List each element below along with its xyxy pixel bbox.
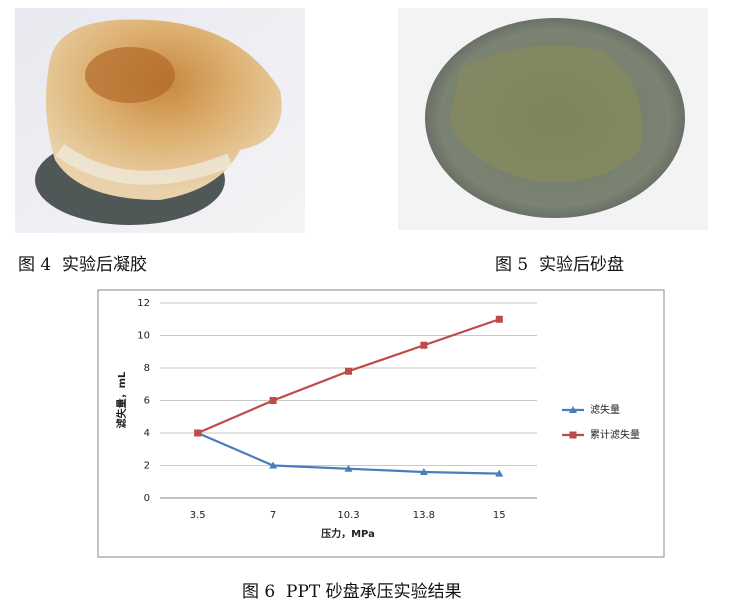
figure-caption: 图 5 实验后砂盘 (495, 255, 625, 275)
marker (419, 468, 428, 475)
marker (194, 429, 202, 437)
y-tick-label: 4 (144, 428, 150, 439)
legend-label: 累计滤失量 (590, 428, 640, 441)
chart-caption: 图 6 PPT 砂盘承压实验结果 (242, 582, 462, 602)
chart-frame (97, 289, 665, 558)
marker (569, 406, 577, 413)
y-tick-label: 2 (144, 461, 150, 472)
marker (269, 397, 277, 404)
y-tick-label: 6 (144, 396, 150, 407)
marker (269, 461, 278, 469)
marker (495, 469, 504, 477)
photo-disc (398, 8, 708, 230)
photos (15, 8, 708, 233)
marker (345, 367, 352, 375)
x-tick-label: 7 (270, 510, 276, 521)
x-axis-label: 压力，MPa (321, 527, 375, 540)
y-tick-label: 10 (137, 331, 150, 342)
y-tick-label: 0 (144, 493, 150, 504)
chart: 压力，MPa 滤失量，mL 0 2 4 6 8 10 12 3.5 7 10.3 13.8 15 滤失量… (97, 289, 665, 558)
marker (344, 464, 353, 472)
x-tick-label: 15 (493, 510, 506, 521)
figure-caption: 图 4 实验后凝胶 (18, 255, 148, 275)
photo-gel (15, 8, 305, 233)
y-tick-label: 12 (137, 298, 150, 309)
legend-label: 滤失量 (590, 403, 620, 416)
marker (420, 341, 428, 349)
marker (495, 315, 503, 323)
marker (569, 431, 577, 439)
x-tick-label: 10.3 (337, 510, 359, 521)
x-tick-label: 13.8 (413, 510, 435, 521)
y-tick-label: 8 (144, 363, 150, 374)
x-tick-label: 3.5 (190, 510, 206, 521)
y-axis-label: 滤失量，mL (115, 371, 128, 428)
